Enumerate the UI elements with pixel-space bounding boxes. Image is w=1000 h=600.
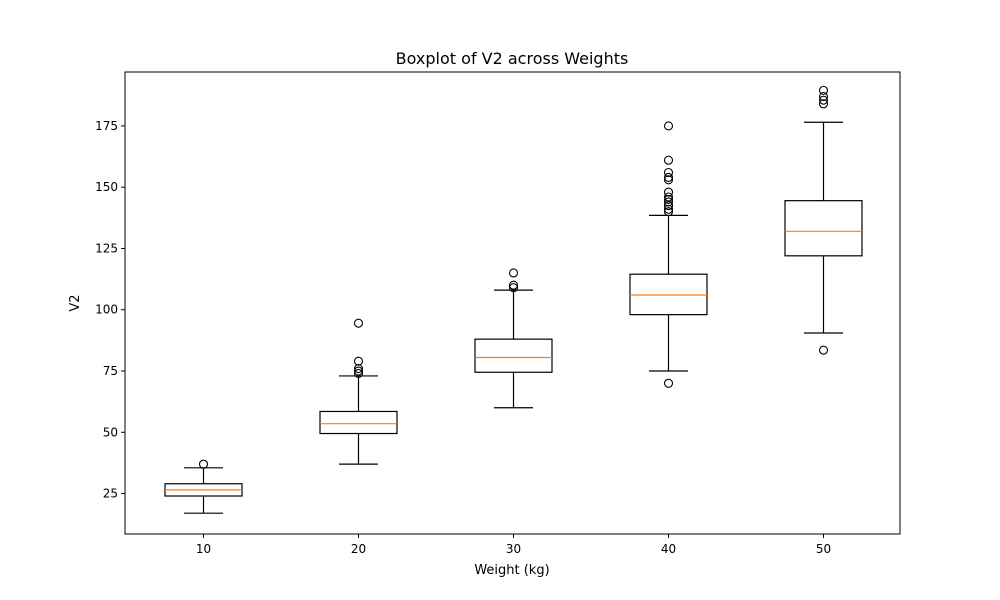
x-axis: 10 20 30 40 50 [196,534,831,556]
y-axis: 25 50 75 100 125 150 175 [95,119,125,501]
outlier-point [663,207,674,217]
iqr-box [319,410,398,435]
boxes-layer [164,85,863,514]
y-axis-label: V2 [68,294,83,311]
outlier-point [508,280,519,290]
box-20 [319,318,398,465]
outlier-point [818,95,829,105]
iqr-box [474,338,553,373]
outlier-point [663,155,674,165]
x-axis-label: Weight (kg) [474,563,549,578]
outlier-point [508,268,519,278]
y-tick-label: 50 [103,425,118,439]
x-tick-label: 40 [661,542,676,556]
outlier-point [818,85,829,95]
box-10 [164,459,243,514]
outlier-point [353,368,364,379]
outlier-point [663,121,674,131]
y-tick-label: 125 [95,241,118,255]
outlier-point [663,378,674,388]
x-tick-label: 50 [816,542,831,556]
x-tick-label: 30 [506,542,521,556]
plot-area-frame [124,71,901,535]
box-30 [474,268,553,409]
outlier-point [663,192,674,202]
outlier-point [663,197,674,207]
outlier-point [663,204,674,214]
iqr-box [784,200,863,257]
box-40 [629,121,708,388]
y-tick-label: 150 [95,180,118,194]
outlier-point [818,99,829,109]
x-tick-label: 20 [351,542,366,556]
outlier-point [663,172,674,182]
outlier-point [663,201,674,211]
y-tick-label: 25 [103,487,118,501]
outlier-point [818,91,829,102]
outlier-point [353,356,364,366]
iqr-box [629,273,708,316]
outlier-point [663,194,674,204]
outlier-point [353,364,364,374]
y-tick-label: 175 [95,119,118,133]
box-50 [784,85,863,355]
outlier-point [663,187,674,197]
outlier-point [663,175,674,185]
outlier-point [353,366,364,376]
outlier-point [508,283,519,293]
outlier-point [663,167,674,178]
y-tick-label: 75 [103,364,118,378]
outlier-point [198,459,209,469]
y-tick-label: 100 [95,303,118,317]
outlier-point [818,345,829,355]
outlier-point [353,318,364,328]
chart-title: Boxplot of V2 across Weights [396,49,629,68]
x-tick-label: 10 [196,542,211,556]
